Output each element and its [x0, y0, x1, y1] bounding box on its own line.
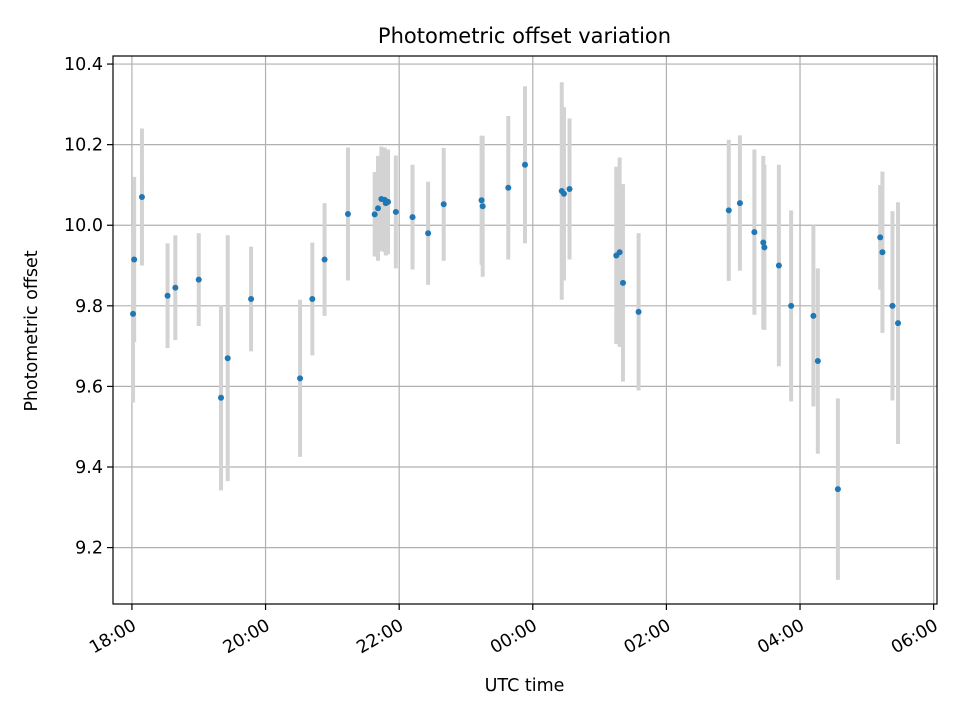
y-tick-label: 9.4: [75, 458, 103, 478]
x-axis-title: UTC time: [485, 676, 565, 696]
data-point: [321, 256, 328, 263]
data-point: [616, 249, 623, 256]
data-point: [522, 161, 528, 168]
data-point: [130, 310, 137, 317]
y-tick-label: 9.6: [75, 377, 103, 397]
data-point: [760, 239, 767, 246]
data-point: [810, 312, 817, 319]
data-point: [138, 194, 145, 201]
data-point: [375, 205, 382, 212]
y-tick-label: 9.2: [75, 539, 103, 559]
data-point: [560, 190, 567, 197]
data-point: [635, 308, 642, 315]
chart-title: Photometric offset variation: [378, 24, 671, 48]
data-point: [879, 249, 886, 256]
y-tick-label: 9.8: [75, 297, 103, 317]
data-point: [788, 302, 795, 309]
data-point: [814, 358, 821, 365]
data-point: [889, 302, 896, 309]
y-axis-ticks: 9.2 9.4 9.6 9.8 10.0 10.2 10.4: [64, 55, 113, 559]
data-point: [761, 244, 768, 251]
data-point: [775, 262, 782, 269]
data-point: [425, 230, 432, 237]
data-point: [751, 229, 758, 236]
grid: [113, 56, 937, 604]
data-point: [505, 184, 512, 191]
data-point: [344, 210, 351, 217]
data-point: [725, 207, 732, 214]
y-tick-label: 10.2: [64, 136, 103, 156]
data-point: [619, 279, 626, 286]
y-tick-label: 10.0: [64, 216, 103, 236]
data-point: [164, 292, 171, 299]
data-points: [130, 161, 902, 493]
data-point: [131, 256, 138, 263]
data-point: [172, 284, 179, 291]
data-point: [309, 295, 316, 302]
data-point: [877, 234, 884, 241]
data-point: [834, 486, 841, 493]
data-point: [385, 198, 392, 205]
data-point: [440, 201, 447, 208]
data-point: [479, 203, 486, 210]
data-point: [195, 276, 202, 283]
data-point: [218, 394, 225, 401]
data-point: [392, 208, 399, 215]
data-point: [371, 211, 378, 218]
y-axis-title: Photometric offset: [22, 250, 42, 411]
data-point: [895, 320, 902, 327]
data-point: [566, 185, 573, 192]
plot-frame: [112, 55, 938, 605]
y-tick-label: 10.4: [64, 55, 103, 75]
data-point: [409, 214, 416, 221]
data-point: [478, 197, 485, 204]
data-point: [736, 200, 743, 207]
data-point: [224, 355, 231, 362]
data-point: [248, 295, 255, 302]
data-point: [297, 375, 304, 382]
